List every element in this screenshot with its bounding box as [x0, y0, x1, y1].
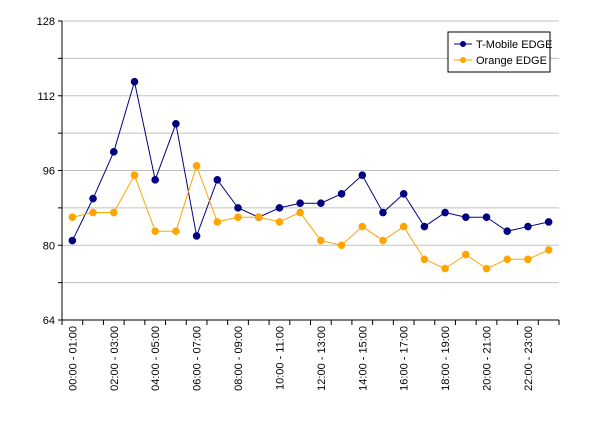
data-point [192, 232, 201, 240]
data-point [337, 241, 346, 250]
data-point [151, 176, 159, 184]
data-point [109, 208, 118, 217]
data-point [172, 227, 180, 236]
data-point [358, 222, 367, 231]
data-point [234, 204, 242, 212]
data-point [296, 208, 304, 217]
data-point [317, 199, 325, 208]
x-tick-label: 00:00 - 01:00 [67, 326, 79, 391]
data-point [130, 77, 139, 86]
data-point [441, 264, 449, 273]
data-point [254, 213, 263, 222]
data-point [317, 236, 325, 245]
data-point [296, 199, 304, 208]
x-tick-label: 16:00 - 17:00 [399, 326, 411, 391]
data-point [89, 208, 97, 217]
y-tick-label: 128 [37, 16, 55, 28]
x-tick-label: 08:00 - 09:00 [233, 326, 245, 391]
x-tick-label: 02:00 - 03:00 [109, 326, 121, 391]
series-line [72, 164, 549, 270]
legend-label: Orange EDGE [476, 55, 547, 67]
data-point [89, 194, 97, 203]
y-tick-label: 80 [43, 240, 55, 252]
x-tick-label: 12:00 - 13:00 [316, 326, 328, 391]
data-point [544, 246, 553, 254]
data-point [130, 171, 139, 179]
x-tick-label: 22:00 - 23:00 [523, 326, 535, 391]
legend-marker [460, 57, 466, 63]
data-point [192, 162, 201, 170]
legend-label: T-Mobile EDGE [476, 39, 552, 51]
data-point [544, 218, 553, 226]
data-point [503, 255, 512, 264]
y-tick-label: 96 [43, 166, 55, 178]
data-point [275, 204, 284, 212]
x-tick-label: 04:00 - 05:00 [150, 326, 162, 391]
data-point [482, 213, 491, 222]
data-point [379, 208, 387, 217]
y-tick-label: 64 [43, 315, 55, 327]
data-point [420, 255, 429, 264]
data-point [275, 218, 284, 226]
data-point [462, 250, 470, 259]
data-point [109, 148, 118, 156]
data-point [151, 227, 159, 236]
x-tick-label: 14:00 - 15:00 [357, 326, 369, 391]
data-point [213, 176, 222, 184]
x-tick-label: 10:00 - 11:00 [274, 326, 286, 390]
data-point [462, 213, 470, 222]
x-tick-label: 18:00 - 19:00 [440, 326, 452, 391]
data-point [337, 190, 346, 198]
y-tick-label: 112 [37, 91, 55, 103]
data-point [482, 264, 491, 273]
data-point [68, 236, 77, 245]
legend-marker [460, 41, 466, 47]
data-point [399, 190, 408, 198]
data-point [503, 227, 512, 236]
x-tick-label: 06:00 - 07:00 [192, 326, 204, 391]
data-point [441, 208, 449, 217]
data-point [172, 119, 180, 128]
data-point [213, 218, 222, 226]
data-point [524, 222, 532, 231]
data-point [420, 222, 429, 231]
data-point [524, 255, 532, 264]
data-point [358, 171, 367, 179]
x-tick-label: 20:00 - 21:00 [482, 326, 494, 391]
data-point [379, 236, 387, 245]
data-point [68, 213, 77, 222]
legend-box [447, 31, 551, 73]
data-point [234, 213, 242, 222]
data-point [399, 222, 408, 231]
